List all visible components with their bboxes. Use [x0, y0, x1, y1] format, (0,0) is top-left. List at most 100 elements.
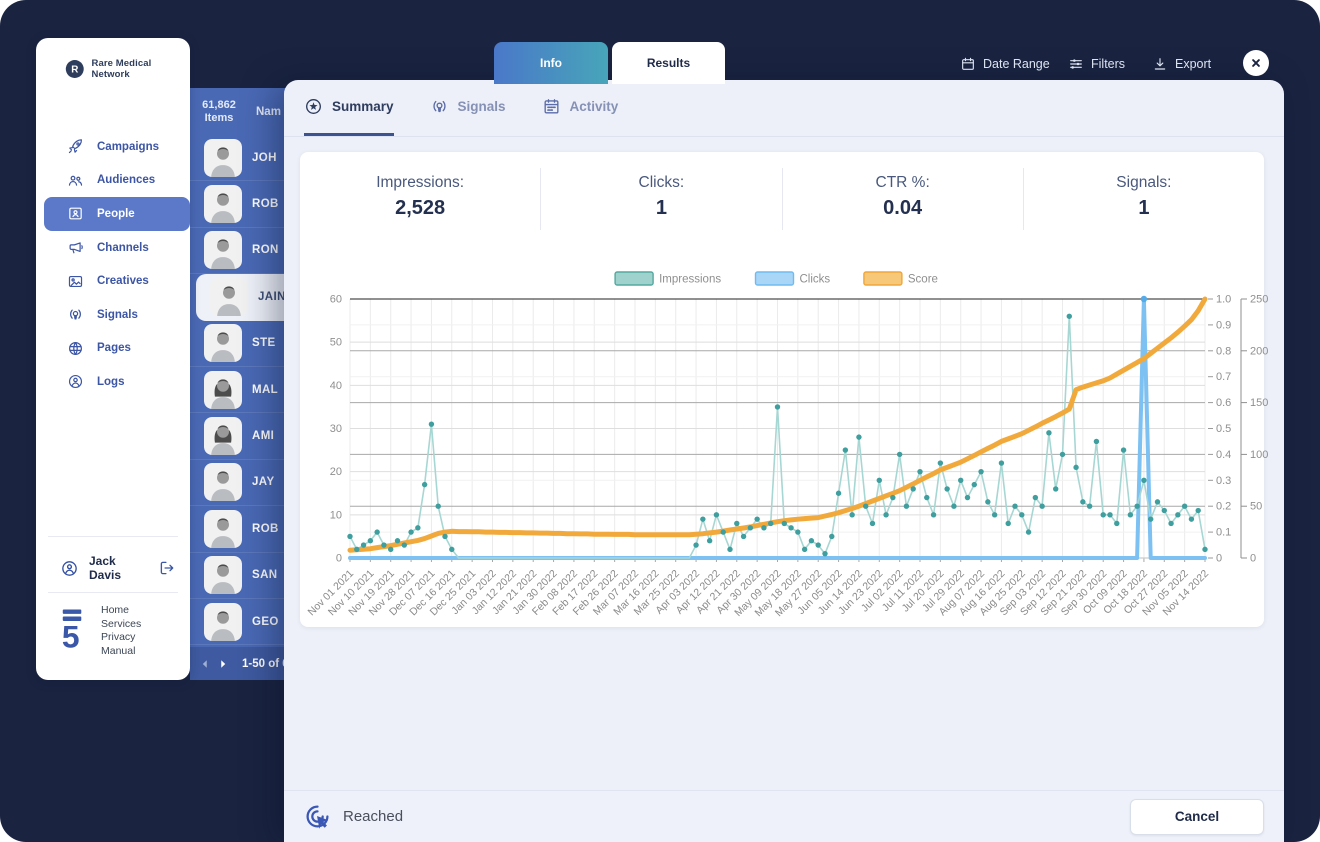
- items-count: 61,862 Items: [202, 98, 236, 124]
- stat-label: Clicks:: [638, 174, 685, 191]
- sidebar-item-label: Campaigns: [97, 140, 159, 153]
- svg-text:40: 40: [330, 380, 342, 392]
- person-name: JAIN: [258, 290, 286, 303]
- date-range-button[interactable]: Date Range: [960, 52, 1050, 76]
- export-button[interactable]: Export: [1152, 52, 1211, 76]
- person-row-ste[interactable]: STE: [190, 321, 310, 367]
- page-prev-icon[interactable]: [198, 657, 212, 671]
- stat-impressions: Impressions: 2,528: [300, 168, 540, 230]
- tab-summary[interactable]: Summary: [304, 80, 394, 136]
- series-score: [347, 296, 1208, 553]
- male-doctor-avatar: [204, 185, 242, 224]
- sidebar-item-people[interactable]: People: [44, 197, 190, 231]
- person-name: RON: [252, 244, 279, 257]
- stat-ctr: CTR %: 0.04: [781, 168, 1023, 230]
- brand: R Rare Medical Network: [64, 58, 190, 80]
- sidebar-item-pages[interactable]: Pages: [44, 332, 190, 366]
- svg-text:60: 60: [330, 294, 342, 306]
- person-row-san[interactable]: SAN: [190, 553, 310, 599]
- svg-text:0.2: 0.2: [1216, 501, 1231, 513]
- tab-info[interactable]: Info: [494, 42, 608, 84]
- status-label: Reached: [343, 808, 404, 825]
- chart-legend: Impressions Clicks Score: [614, 271, 938, 286]
- footer-link-home[interactable]: Home: [101, 604, 130, 616]
- sidebar-item-label: Audiences: [97, 174, 156, 187]
- stat-value: 0.04: [883, 197, 923, 219]
- filters-button[interactable]: Filters: [1068, 52, 1125, 76]
- person-name: GEO: [252, 615, 279, 628]
- user-icon: [60, 559, 79, 578]
- male-doctor-avatar: [210, 277, 248, 316]
- page-next-icon[interactable]: [216, 657, 230, 671]
- results-chart: 0 10 20 30 40 50 60 0 0.1 0.2 0.3 0.4 0.5 0.6 0.7 0.8 0.…: [306, 271, 1268, 620]
- logout-icon[interactable]: [158, 559, 176, 577]
- person-name: STE: [252, 337, 276, 350]
- female-doctor-avatar: [204, 370, 242, 409]
- svg-text:200: 200: [1250, 345, 1268, 357]
- svg-text:0: 0: [1216, 553, 1222, 565]
- brand-logo-icon: R: [65, 60, 84, 78]
- male-doctor-avatar: [204, 324, 242, 363]
- date-range-label: Date Range: [983, 57, 1050, 71]
- sidebar-item-channels[interactable]: Channels: [44, 231, 190, 265]
- summary-card: Impressions: 2,528 Clicks: 1 CTR %: 0.04 Signa…: [300, 152, 1268, 627]
- sidebar-item-audiences[interactable]: Audiences: [44, 164, 190, 198]
- brand-name: Rare Medical Network: [91, 58, 152, 80]
- close-button[interactable]: [1243, 50, 1269, 76]
- five-logo-icon: 5: [62, 609, 82, 652]
- sidebar-item-creatives[interactable]: Creatives: [44, 264, 190, 298]
- person-row-jay[interactable]: JAY: [190, 460, 310, 507]
- legend-item-clicks: Clicks: [754, 271, 831, 286]
- calendar-grid-icon: [542, 97, 561, 116]
- stat-label: CTR %:: [875, 174, 930, 191]
- person-row-rob[interactable]: ROB: [190, 181, 310, 228]
- svg-text:0.3: 0.3: [1216, 475, 1231, 487]
- tab-results[interactable]: Results: [612, 42, 725, 84]
- svg-text:5: 5: [62, 618, 80, 652]
- user-row[interactable]: Jack Davis: [36, 550, 190, 586]
- chart-area: 0 10 20 30 40 50 60 0 0.1 0.2 0.3 0.4 0.5 0.6 0.7 0.8 0.…: [300, 264, 1268, 620]
- person-row-joh[interactable]: JOH: [190, 135, 310, 182]
- svg-text:50: 50: [330, 337, 342, 349]
- sidebar-item-campaigns[interactable]: Campaigns: [44, 130, 190, 164]
- stat-label: Impressions:: [376, 174, 465, 191]
- svg-text:50: 50: [1250, 501, 1262, 513]
- person-row-rob[interactable]: ROB: [190, 506, 310, 553]
- cancel-button[interactable]: Cancel: [1130, 798, 1264, 835]
- svg-text:Clicks: Clicks: [800, 274, 831, 286]
- footer-link-services[interactable]: Services: [101, 617, 142, 630]
- people-list-header: 61,862 Items Nam: [190, 88, 310, 135]
- tab-signals[interactable]: Signals: [430, 80, 506, 136]
- sidebar-item-label: People: [97, 207, 135, 220]
- sidebar-item-label: Signals: [97, 308, 138, 321]
- svg-text:100: 100: [1250, 449, 1268, 461]
- footer-link-privacy[interactable]: Privacy: [101, 631, 136, 643]
- person-row-ami[interactable]: AMI: [190, 413, 310, 460]
- people-badge-icon: [67, 205, 84, 222]
- person-row-ron[interactable]: RON: [190, 228, 310, 275]
- svg-text:0: 0: [336, 553, 342, 565]
- female-doctor-avatar: [204, 417, 242, 456]
- stat-clicks: Clicks: 1: [540, 168, 781, 230]
- svg-text:1.0: 1.0: [1216, 294, 1231, 306]
- tab-activity[interactable]: Activity: [542, 80, 618, 136]
- signal-bulb-icon: [430, 97, 449, 116]
- stat-value: 1: [1138, 197, 1150, 219]
- sidebar-item-signals[interactable]: Signals: [44, 298, 190, 332]
- chart-axes: 0 10 20 30 40 50 60 0 0.1 0.2 0.3 0.4 0.5 0.6 0.7 0.8 0.…: [330, 294, 1269, 565]
- person-row-geo[interactable]: GEO: [190, 599, 310, 646]
- person-name: JOH: [252, 151, 277, 164]
- person-row-mal[interactable]: MAL: [190, 367, 310, 414]
- svg-text:R: R: [71, 65, 78, 76]
- filters-label: Filters: [1091, 57, 1126, 71]
- tab-info-label: Info: [540, 56, 562, 70]
- tab-label: Signals: [457, 99, 506, 114]
- calendar-icon: [960, 56, 976, 72]
- footer-link-manual[interactable]: Manual: [101, 644, 136, 657]
- audiences-icon: [67, 172, 84, 189]
- person-name: ROB: [252, 522, 279, 535]
- sidebar-item-logs[interactable]: Logs: [44, 365, 190, 399]
- person-name: JAY: [252, 476, 275, 489]
